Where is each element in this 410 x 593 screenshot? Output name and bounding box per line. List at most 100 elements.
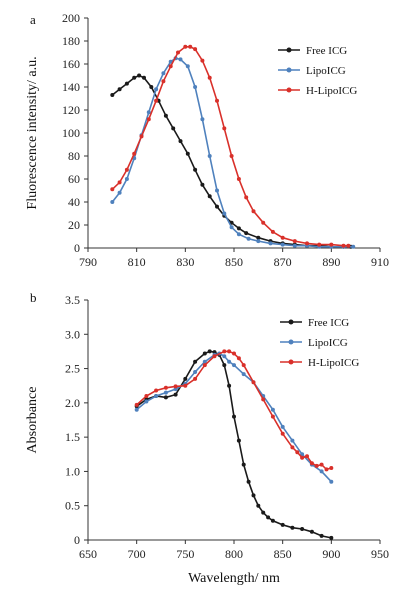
- data-point: [110, 187, 115, 192]
- data-point: [232, 363, 236, 368]
- chart-panel-b: b 0 0.5 1.0 1.5 2.0 2.5 3.0 3.5 650 700 750 800 850 90…: [25, 290, 389, 586]
- y-tick-label: 0.5: [65, 499, 80, 513]
- data-point: [163, 113, 168, 118]
- series-free-icg: [134, 349, 334, 540]
- data-point: [117, 190, 122, 195]
- legend-label: LipoICG: [308, 337, 348, 349]
- data-point: [117, 180, 122, 185]
- data-point: [202, 351, 207, 356]
- data-point: [300, 452, 305, 457]
- data-point: [222, 363, 227, 368]
- data-point: [295, 450, 300, 455]
- x-tick-label: 890: [322, 255, 340, 269]
- data-point: [227, 359, 232, 364]
- y-tick-label: 160: [62, 57, 80, 71]
- x-tick-label: 790: [79, 255, 97, 269]
- series-h-lipoicg: [110, 44, 351, 248]
- x-tick-label: 900: [322, 547, 340, 561]
- x-tick-label: 850: [225, 255, 243, 269]
- data-point: [244, 231, 249, 236]
- legend-entry: Free ICG: [280, 317, 349, 329]
- data-point: [256, 235, 261, 240]
- data-point: [246, 479, 251, 484]
- data-point: [132, 75, 137, 80]
- y-tick-label: 3.0: [65, 327, 80, 341]
- data-point: [222, 354, 227, 359]
- data-point: [163, 390, 168, 395]
- data-point: [241, 462, 246, 467]
- data-point: [183, 383, 188, 388]
- data-point: [193, 376, 198, 381]
- data-point: [124, 167, 129, 172]
- data-point: [251, 493, 256, 498]
- data-point: [202, 363, 207, 368]
- data-point: [154, 388, 159, 393]
- data-point: [200, 58, 205, 63]
- data-point: [193, 359, 198, 364]
- data-point: [163, 395, 168, 400]
- data-point: [300, 455, 305, 460]
- data-point: [142, 75, 146, 80]
- data-point: [251, 209, 256, 214]
- data-point: [215, 204, 219, 209]
- legend-label: H-LipoICG: [306, 85, 357, 97]
- legend-label: Free ICG: [306, 45, 347, 57]
- data-point: [215, 188, 219, 193]
- legend-entry: Free ICG: [278, 45, 347, 57]
- data-point: [280, 522, 285, 527]
- y-tick-label: 0: [74, 533, 80, 547]
- data-point: [317, 242, 322, 247]
- data-point: [309, 529, 314, 534]
- data-point: [202, 359, 207, 364]
- data-point: [154, 98, 159, 103]
- data-point: [329, 242, 334, 247]
- data-point: [280, 431, 285, 436]
- legend-label: Free ICG: [308, 317, 349, 329]
- y-tick-label: 100: [62, 126, 80, 140]
- data-point: [319, 533, 324, 538]
- data-point: [280, 424, 285, 429]
- legend-marker: [288, 359, 294, 365]
- data-point: [309, 461, 314, 466]
- data-point: [270, 518, 275, 523]
- x-tick-label: 800: [225, 547, 243, 561]
- data-point: [251, 380, 256, 385]
- data-point: [290, 525, 295, 530]
- data-point: [161, 79, 166, 84]
- x-tick-label: 950: [371, 547, 389, 561]
- data-point: [168, 64, 173, 69]
- data-point: [314, 463, 319, 468]
- data-point: [207, 154, 212, 158]
- data-point: [146, 110, 151, 115]
- y-tick-label: 3.5: [65, 293, 80, 307]
- data-point: [241, 372, 246, 377]
- data-point: [270, 414, 275, 419]
- legend-entry: LipoICG: [280, 337, 348, 349]
- data-point: [232, 351, 236, 356]
- legend-marker: [288, 319, 294, 325]
- y-tick-label: 40: [68, 195, 80, 209]
- y-axis-title: Absorbance: [25, 387, 40, 454]
- data-point: [329, 466, 334, 470]
- y-tick-label: 2.5: [65, 362, 80, 376]
- data-point: [215, 98, 219, 103]
- data-point: [144, 394, 149, 398]
- data-point: [229, 154, 234, 158]
- data-point: [261, 397, 266, 402]
- data-point: [292, 243, 297, 248]
- data-point: [139, 134, 144, 139]
- data-point: [236, 177, 241, 181]
- data-point: [146, 117, 151, 122]
- data-point: [124, 81, 129, 86]
- x-tick-label: 650: [79, 547, 97, 561]
- data-point: [236, 232, 241, 237]
- data-point: [185, 64, 190, 69]
- y-tick-label: 0: [74, 241, 80, 255]
- data-point: [246, 236, 251, 241]
- legend-entry: LipoICG: [278, 65, 346, 77]
- data-point: [266, 515, 271, 520]
- data-point: [144, 399, 149, 404]
- data-point: [222, 126, 227, 131]
- data-point: [134, 402, 139, 407]
- y-tick-label: 2.0: [65, 396, 80, 410]
